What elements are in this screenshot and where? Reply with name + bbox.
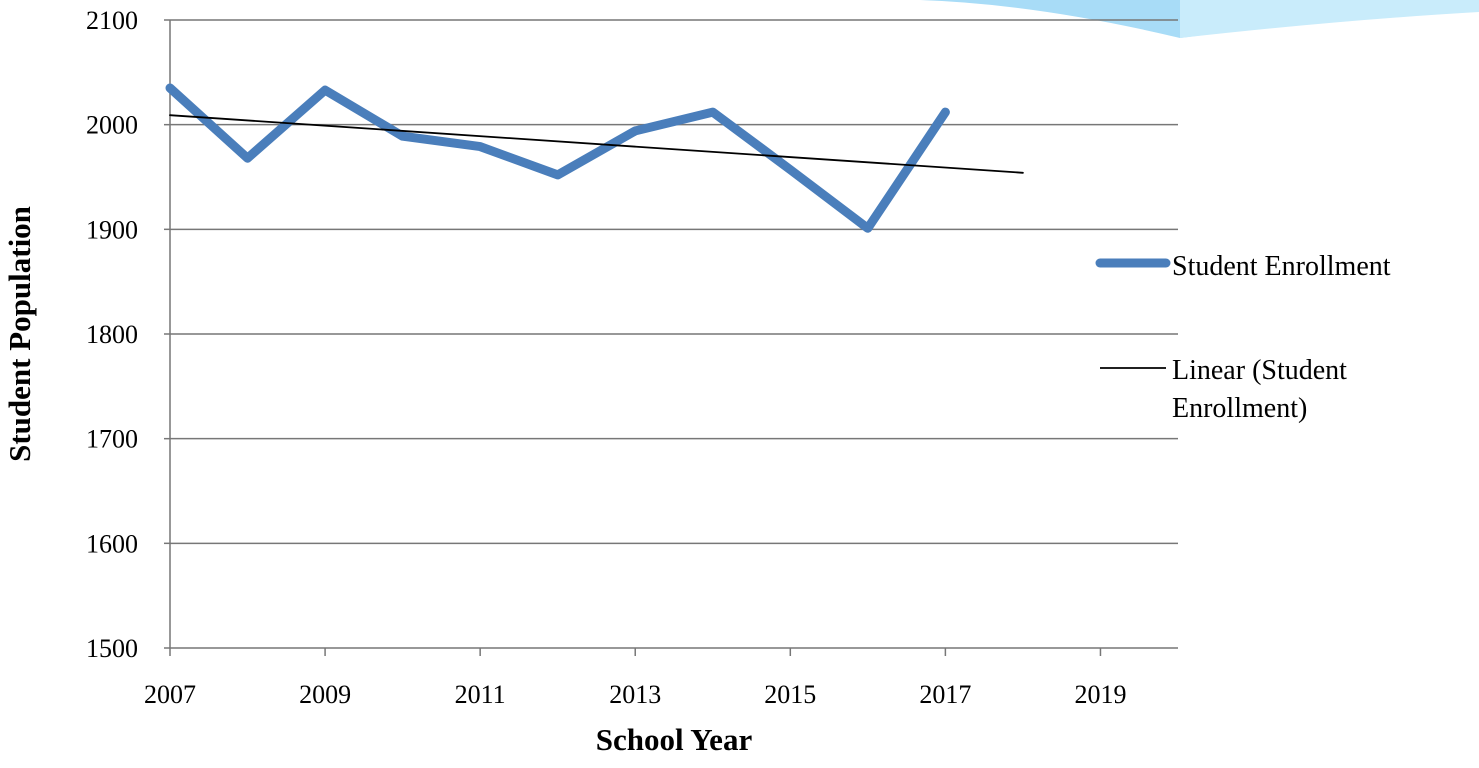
series-line [165,83,950,233]
x-axis-label: School Year [596,722,753,757]
legend-label: Student Enrollment [1172,251,1391,282]
y-tick-label: 2100 [86,6,138,35]
y-tick-label: 1600 [86,529,138,558]
y-tick-label: 1900 [86,215,138,244]
y-tick-label: 2000 [86,111,138,140]
x-tick-label: 2017 [919,680,971,709]
x-tick-label: 2019 [1074,680,1126,709]
x-tick-label: 2007 [144,680,196,709]
x-tick-label: 2011 [455,680,506,709]
legend-label: Linear (Student Enrollment) [1172,355,1347,424]
y-tick-label: 1700 [86,425,138,454]
y-axis-label: Student Population [2,206,37,462]
y-tick-label: 1500 [86,634,138,663]
series-line [169,114,1024,174]
x-tick-label: 2015 [764,680,816,709]
x-tick-label: 2009 [299,680,351,709]
y-tick-label: 1800 [86,320,138,349]
decoration [1180,0,1479,38]
x-tick-label: 2013 [609,680,661,709]
